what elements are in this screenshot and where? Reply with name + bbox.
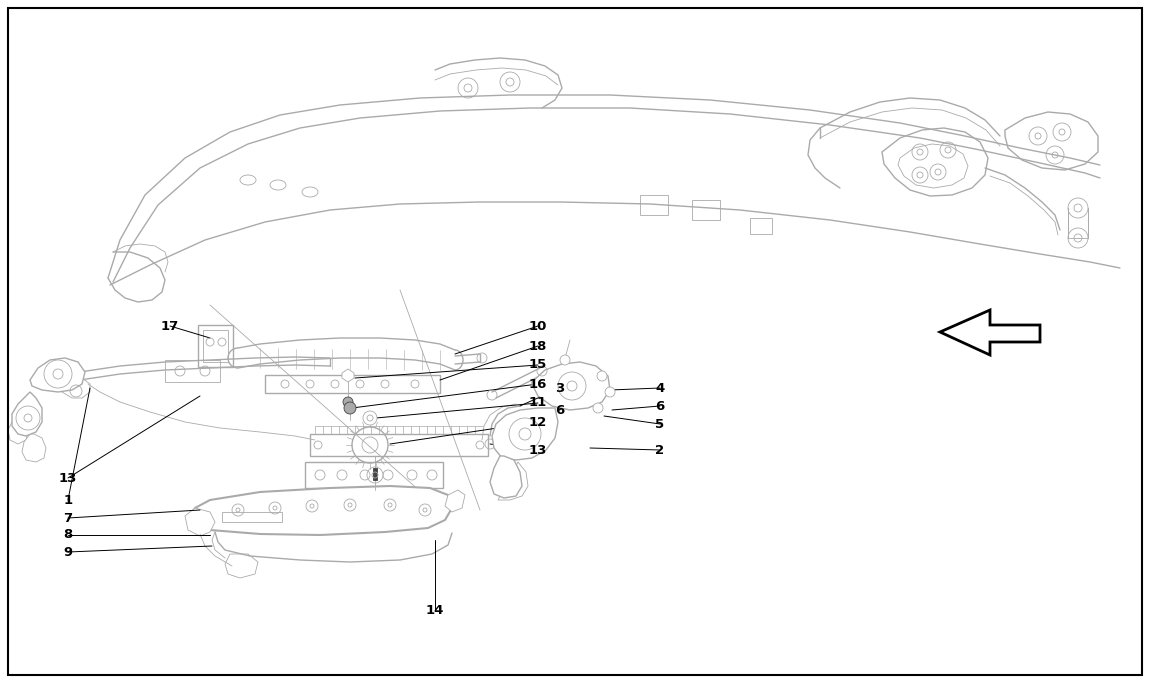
Polygon shape: [22, 434, 46, 462]
Polygon shape: [492, 408, 558, 460]
Bar: [204, 330, 228, 362]
Text: 6: 6: [555, 404, 565, 417]
Text: 2: 2: [656, 443, 665, 456]
Bar: [641, 195, 668, 215]
Circle shape: [344, 402, 356, 414]
Polygon shape: [62, 378, 90, 398]
Text: 13: 13: [59, 471, 77, 484]
Text: 1: 1: [63, 494, 72, 507]
Circle shape: [605, 387, 615, 397]
Circle shape: [597, 371, 607, 381]
Text: 9: 9: [63, 546, 72, 559]
Circle shape: [343, 397, 353, 407]
Bar: [750, 218, 772, 234]
Bar: [305, 462, 443, 488]
Text: 6: 6: [656, 400, 665, 413]
Text: 3: 3: [555, 382, 565, 395]
Text: 14: 14: [426, 604, 444, 617]
Text: 8: 8: [63, 529, 72, 542]
Polygon shape: [12, 392, 43, 436]
Polygon shape: [30, 358, 85, 392]
Circle shape: [363, 411, 377, 425]
Bar: [692, 200, 720, 220]
Bar: [198, 325, 233, 367]
Text: 17: 17: [161, 320, 179, 333]
Polygon shape: [940, 310, 1040, 355]
Polygon shape: [342, 369, 354, 382]
Text: 13: 13: [529, 443, 547, 456]
Bar: [310, 434, 488, 456]
Text: 10: 10: [529, 320, 547, 333]
Text: 18: 18: [529, 339, 547, 352]
Bar: [222, 512, 282, 522]
Text: 16: 16: [529, 378, 547, 391]
Text: 5: 5: [656, 417, 665, 430]
Bar: [164, 360, 220, 382]
Polygon shape: [8, 420, 28, 444]
Polygon shape: [490, 456, 522, 498]
Text: 12: 12: [529, 415, 547, 428]
Bar: [264, 375, 440, 393]
Polygon shape: [192, 486, 452, 535]
Polygon shape: [185, 508, 215, 536]
Circle shape: [560, 355, 570, 365]
Text: 11: 11: [529, 397, 547, 410]
Text: 15: 15: [529, 359, 547, 372]
Polygon shape: [445, 490, 465, 512]
Bar: [373, 468, 377, 480]
Text: 4: 4: [656, 382, 665, 395]
Polygon shape: [532, 362, 610, 410]
Text: 7: 7: [63, 512, 72, 525]
Circle shape: [593, 403, 603, 413]
